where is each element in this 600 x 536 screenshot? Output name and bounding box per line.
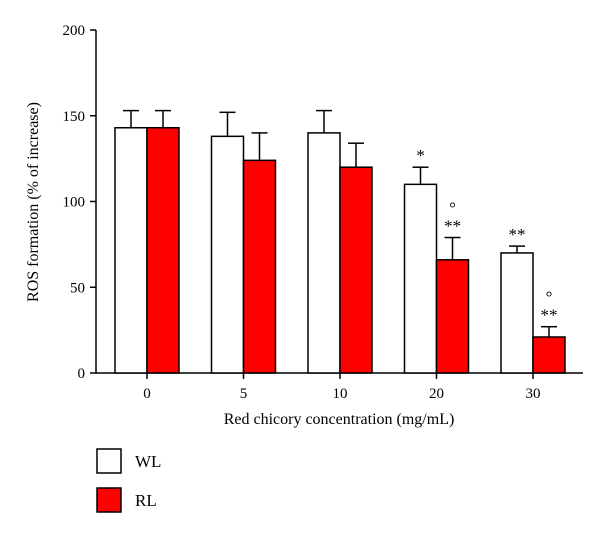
bar-wl bbox=[307, 132, 341, 374]
legend-swatch-wl bbox=[96, 448, 122, 474]
bar-rl bbox=[146, 127, 180, 374]
significance-marker: ** bbox=[444, 217, 461, 236]
x-tick-label: 20 bbox=[429, 386, 444, 402]
y-tick-label: 200 bbox=[63, 23, 86, 39]
legend-label-wl: WL bbox=[135, 452, 161, 471]
bar-wl bbox=[500, 252, 534, 374]
bar-rl bbox=[242, 159, 277, 374]
y-tick-label: 150 bbox=[63, 109, 86, 125]
x-tick-label: 30 bbox=[526, 386, 541, 402]
x-tick-label: 0 bbox=[143, 386, 151, 402]
bar-wl bbox=[210, 135, 245, 374]
significance-marker: * bbox=[416, 146, 425, 165]
y-tick-label: 100 bbox=[63, 195, 86, 211]
significance-marker: ** bbox=[509, 225, 526, 244]
x-tick-label: 5 bbox=[240, 386, 248, 402]
bar-wl bbox=[403, 183, 438, 374]
bar-rl bbox=[339, 166, 373, 374]
legend: WL RL bbox=[96, 448, 161, 513]
significance-marker: ** bbox=[541, 306, 558, 325]
x-axis-title: Red chicory concentration (mg/mL) bbox=[224, 411, 455, 428]
significance-marker: ° bbox=[449, 199, 456, 218]
legend-label-rl: RL bbox=[135, 491, 157, 510]
bar-wl bbox=[114, 127, 148, 374]
y-tick-label: 0 bbox=[78, 366, 86, 382]
bar-rl bbox=[435, 259, 470, 374]
x-tick-label: 10 bbox=[333, 386, 348, 402]
legend-swatch-rl bbox=[96, 487, 122, 513]
bar-rl bbox=[532, 336, 566, 374]
y-axis-title: ROS formation (% of increase) bbox=[25, 102, 42, 302]
y-tick-label: 50 bbox=[70, 280, 85, 296]
significance-marker: ° bbox=[546, 288, 553, 307]
